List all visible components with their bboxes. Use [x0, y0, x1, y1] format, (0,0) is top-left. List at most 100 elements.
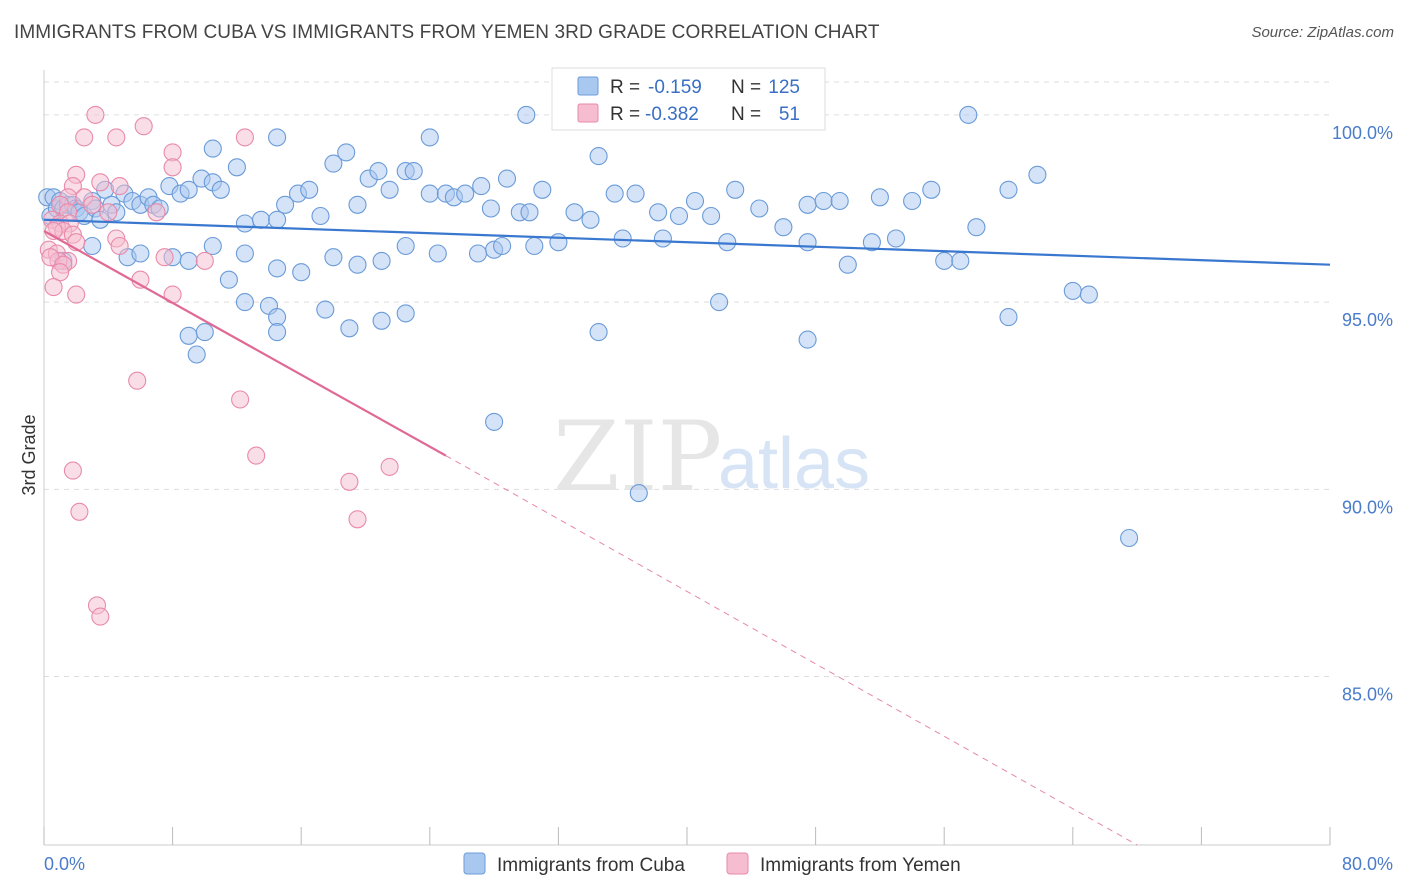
data-point-cuba [605, 184, 624, 203]
data-point-yemen [128, 371, 147, 390]
data-point-yemen [86, 105, 105, 124]
y-tick-label: 100.0% [1332, 123, 1393, 143]
data-point-cuba [830, 191, 849, 211]
series-legend-swatch-cuba [463, 852, 486, 875]
data-point-cuba [589, 323, 608, 342]
source-label: Source: ZipAtlas.com [1251, 24, 1394, 41]
data-point-cuba [292, 263, 311, 282]
trend-line-cuba [43, 218, 1331, 266]
data-point-yemen [235, 128, 254, 147]
data-point-cuba [211, 180, 230, 199]
chart-title: IMMIGRANTS FROM CUBA VS IMMIGRANTS FROM … [14, 22, 880, 43]
legend-r-value-yemen: -0.382 [645, 104, 699, 125]
data-point-cuba [629, 484, 648, 503]
data-point-cuba [750, 199, 769, 218]
data-point-yemen [380, 457, 399, 476]
data-point-cuba [951, 251, 970, 270]
data-point-cuba [613, 229, 632, 248]
data-point-cuba [348, 195, 367, 214]
series-legend-swatch-yemen [726, 852, 749, 875]
data-point-cuba [999, 308, 1018, 327]
series-legend-label-cuba: Immigrants from Cuba [497, 855, 685, 876]
data-point-cuba [922, 180, 941, 199]
legend-r-label-cuba: R = [610, 77, 640, 98]
data-point-cuba [798, 233, 817, 252]
x-tick-label-min: 0.0% [44, 854, 85, 874]
data-point-cuba [1120, 528, 1139, 548]
data-point-cuba [372, 251, 391, 270]
legend-n-value-cuba: 125 [768, 77, 800, 98]
data-point-cuba [959, 105, 978, 124]
data-point-cuba [268, 210, 287, 229]
data-point-cuba [203, 236, 222, 256]
data-point-cuba [195, 323, 214, 342]
data-point-cuba [886, 229, 906, 248]
legend-swatch-yemen [577, 103, 599, 123]
data-point-cuba [774, 218, 793, 237]
data-point-yemen [83, 195, 102, 214]
data-point-cuba [814, 191, 833, 211]
data-point-cuba [903, 191, 922, 211]
data-point-cuba [235, 244, 254, 263]
data-point-cuba [1063, 281, 1082, 300]
data-point-cuba [324, 154, 343, 173]
data-point-yemen [147, 203, 166, 222]
data-point-cuba [179, 180, 198, 199]
data-point-cuba [549, 233, 568, 252]
data-point-yemen [231, 390, 250, 409]
data-point-cuba [870, 188, 889, 207]
data-point-cuba [219, 270, 238, 289]
data-point-cuba [685, 191, 705, 211]
data-point-cuba [311, 206, 330, 226]
data-point-cuba [179, 326, 198, 345]
data-point-cuba [372, 311, 391, 330]
data-point-cuba [227, 158, 246, 177]
y-tick-label: 85.0% [1342, 685, 1393, 705]
data-point-yemen [195, 251, 214, 270]
data-point-cuba [268, 259, 287, 278]
data-point-cuba [472, 177, 491, 196]
x-tick-label-max: 80.0% [1342, 854, 1393, 874]
data-point-cuba [83, 236, 102, 256]
legend-swatch-cuba [577, 76, 599, 96]
data-point-cuba [337, 143, 356, 162]
y-tick-labels: 85.0% 90.0% 95.0% 100.0% [1332, 123, 1393, 705]
y-tick-label: 95.0% [1342, 310, 1393, 330]
data-point-cuba [324, 248, 343, 267]
data-point-cuba [276, 195, 295, 214]
data-point-cuba [710, 293, 729, 312]
data-point-cuba [517, 105, 536, 124]
legend-n-label-yemen: N = [731, 104, 761, 125]
data-point-yemen [155, 248, 174, 267]
data-point-cuba [396, 304, 415, 323]
data-point-yemen [99, 203, 118, 222]
data-point-cuba [838, 255, 857, 274]
data-point-cuba [340, 319, 359, 338]
data-point-yemen [91, 173, 110, 192]
data-point-cuba [268, 128, 287, 147]
data-point-yemen [134, 117, 153, 136]
data-point-cuba [862, 233, 881, 252]
legend-r-label-yemen: R = [610, 104, 640, 125]
data-point-cuba [235, 214, 254, 233]
data-point-cuba [203, 139, 222, 158]
data-point-cuba [525, 236, 544, 256]
data-point-yemen [340, 472, 359, 491]
data-point-cuba [131, 244, 150, 263]
data-point-yemen [107, 128, 126, 147]
data-point-yemen [44, 278, 63, 297]
data-point-cuba [300, 180, 319, 199]
data-point-cuba [316, 300, 335, 319]
data-point-yemen [91, 607, 110, 626]
data-point-cuba [649, 203, 668, 222]
data-point-cuba [565, 203, 584, 222]
data-point-cuba [1079, 285, 1098, 304]
data-point-cuba [999, 180, 1018, 199]
data-point-cuba [935, 251, 954, 270]
data-point-yemen [110, 177, 129, 196]
data-point-cuba [404, 162, 423, 181]
data-point-cuba [798, 195, 817, 214]
data-point-cuba [798, 330, 817, 349]
data-point-cuba [485, 412, 504, 431]
